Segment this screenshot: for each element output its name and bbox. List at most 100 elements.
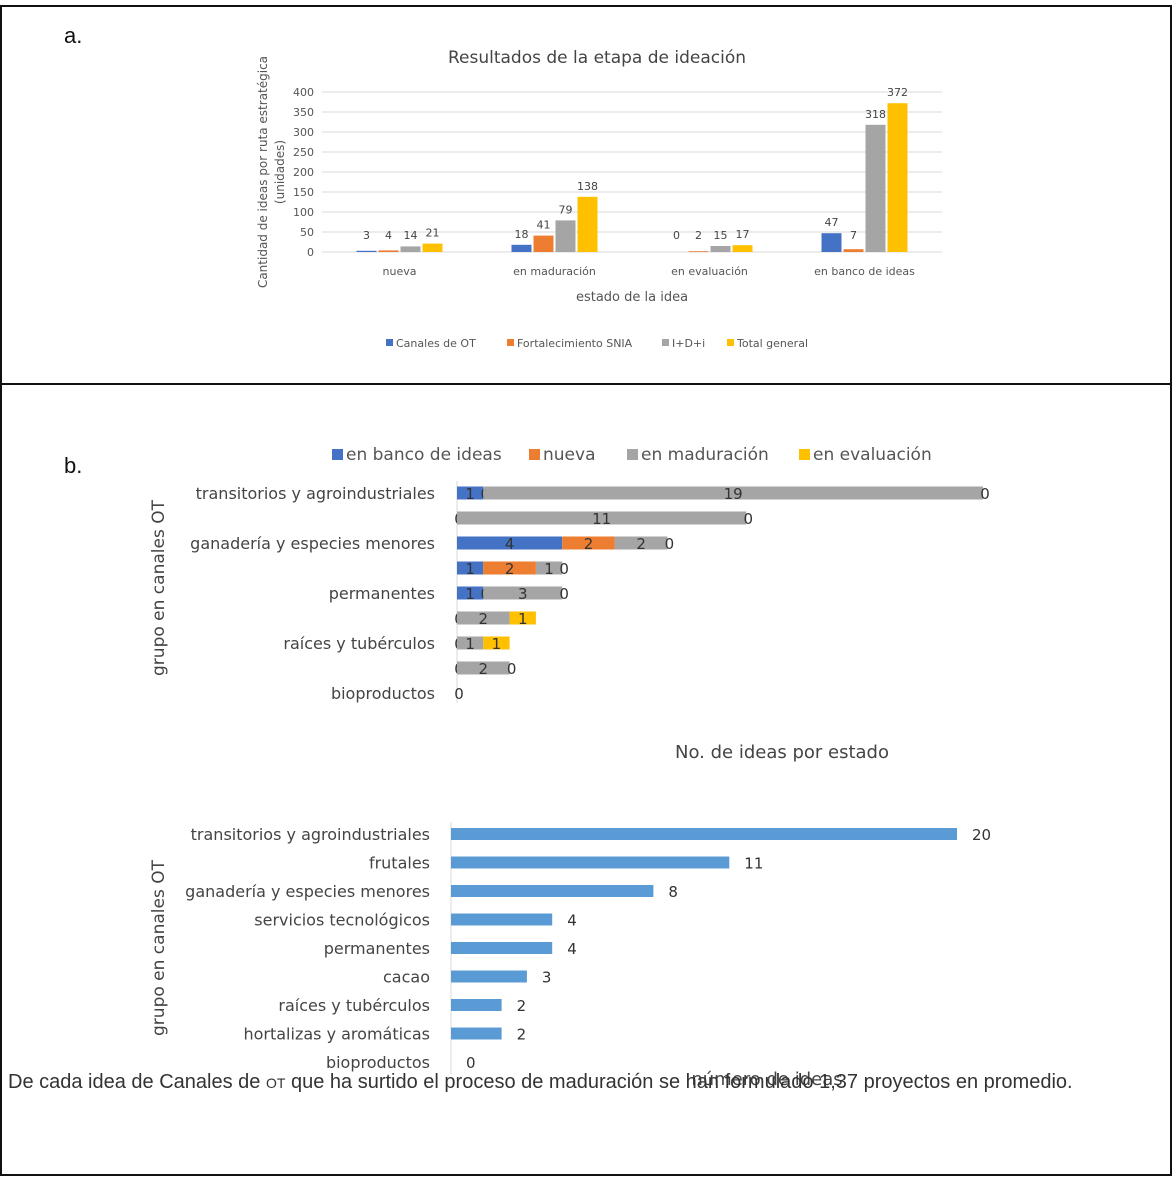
bar-segment [509,611,536,625]
data-label: 1 [518,610,528,628]
data-label: 318 [865,108,886,121]
y-axis-title: Cantidad de ideas por ruta estratégica [256,56,270,288]
caption-after: que ha surtido el proceso de maduración … [285,1071,1073,1093]
bar [451,828,957,840]
y-axis-title: grupo en canales OT [149,499,169,676]
y-axis-title: grupo en canales OT [149,859,169,1036]
legend-label: Total general [736,337,808,350]
legend-swatch [662,339,669,346]
caption: De cada idea de Canales de ot que ha sur… [8,1070,1168,1094]
legend-label: en banco de ideas [346,445,502,465]
bar-segment [457,486,484,500]
bar [451,913,553,926]
bar-segment [457,636,484,650]
bar [451,999,502,1011]
panel-a-letter: a. [64,23,83,48]
bar [710,246,731,252]
bar [400,246,421,252]
category-label: bioproductos [326,1053,430,1072]
category-label: transitorios y agroindustriales [196,484,435,503]
x-tick-label: nueva [383,265,417,278]
data-label: 1 [465,635,475,653]
category-label: permanentes [324,939,430,958]
y-tick-label: 250 [293,146,314,159]
category-label: permanentes [329,584,435,603]
data-label: 372 [887,86,908,99]
data-label: 11 [744,855,763,873]
bar-segment [457,586,484,600]
data-label: 8 [668,883,678,901]
bar [451,942,553,954]
data-label: 11 [592,510,611,528]
bar [356,250,377,252]
x-axis-title: número de ideas [691,1069,842,1090]
bar-segment [562,536,615,550]
bar [451,856,730,869]
x-axis-title: estado de la idea [576,290,688,305]
bar-segment [483,486,983,500]
data-label: 41 [537,219,551,232]
chart-ideas-by-group: transitorios y agroindustriales 20frutale… [149,822,991,1090]
data-label: 18 [515,228,529,241]
bar [451,970,527,983]
data-label: 3 [363,229,370,242]
bar-segment [535,561,563,575]
data-label: 0 [559,560,569,578]
x-axis-title: No. de ideas por estado [675,742,889,763]
bar-segment [614,536,668,550]
category-label: ganadería y especies menores [185,882,430,901]
legend-swatch [386,339,393,346]
bar [887,103,908,252]
y-tick-label: 150 [293,186,314,199]
y-axis-title-line2: (unidades) [273,140,287,204]
bar [732,245,753,252]
category-label: raíces y tubérculos [278,996,430,1015]
bar [843,249,864,252]
legend-label: nueva [543,445,596,465]
category-label: raíces y tubérculos [283,634,435,653]
bar-segment [483,636,510,650]
legend-label: Fortalecimiento SNIA [517,337,633,350]
category-label: cacao [383,968,430,987]
legend-swatch [529,449,540,460]
data-label: 0 [507,660,517,678]
y-tick-label: 100 [293,206,314,219]
x-tick-label: en banco de ideas [814,265,915,278]
bar [821,233,842,252]
data-label: 1 [465,585,475,603]
data-label: 2 [695,229,702,242]
data-label: 2 [505,560,515,578]
y-tick-label: 200 [293,166,314,179]
y-tick-label: 400 [293,86,314,99]
data-label: 1 [492,635,502,653]
data-label: 2 [479,610,489,628]
y-tick-label: 300 [293,126,314,139]
bar-segment [457,611,510,625]
panel-b: b. en banco de ideas nueva en maduración en… [0,383,1172,1176]
y-tick-label: 50 [300,226,314,239]
bar [378,250,399,252]
bar [451,885,654,897]
bar-segment [483,561,536,575]
data-label: 14 [404,229,418,242]
data-label: 7 [850,229,857,242]
category-label: ganadería y especies menores [190,534,435,553]
data-label: 1 [544,560,554,578]
legend-swatch [799,449,810,460]
bar-segment [457,511,747,525]
data-label: 4 [567,940,577,958]
data-label: 2 [584,535,594,553]
data-label: 20 [972,826,991,844]
data-label: 4 [385,229,392,242]
legend-label: I+D+i [672,337,705,350]
category-label: transitorios y agroindustriales [191,825,430,844]
category-label: bioproductos [331,684,435,703]
chart-ideation-results: Resultados de la etapa de ideación 0 50 100… [256,48,942,350]
bar [422,243,443,252]
bar [688,251,709,252]
data-label: 0 [559,585,569,603]
chart-ideas-by-state: en banco de ideas nueva en maduración en ev… [149,445,990,763]
data-label: 2 [636,535,646,553]
bar-segment [483,586,563,600]
data-label: 138 [577,180,598,193]
